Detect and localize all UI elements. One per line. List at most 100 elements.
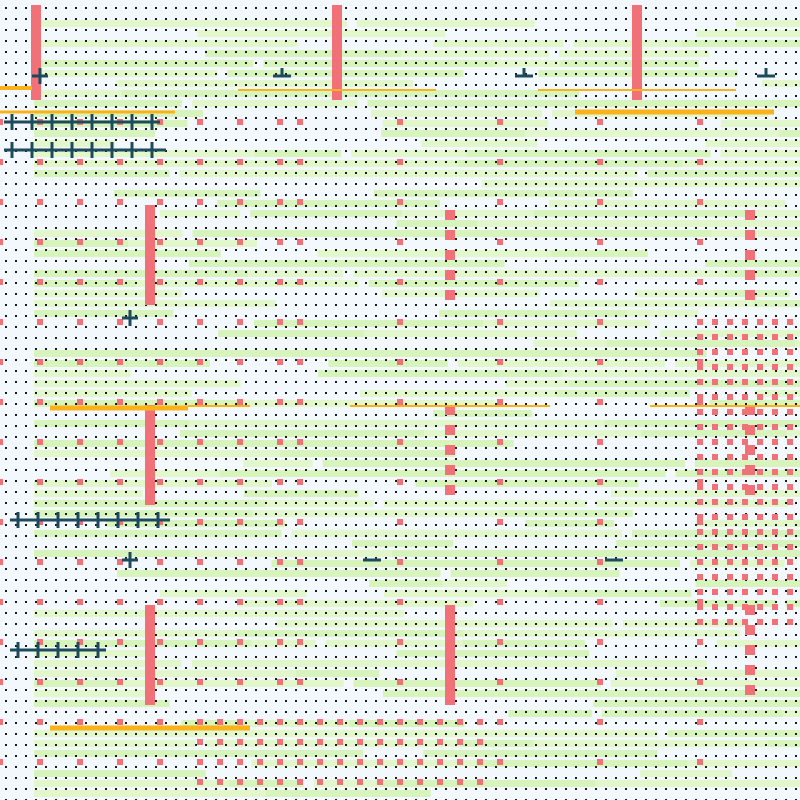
stripe	[329, 170, 568, 177]
dot	[535, 29, 537, 31]
dot	[535, 194, 537, 196]
dot	[175, 95, 177, 97]
dot	[455, 51, 457, 53]
dot	[95, 546, 97, 548]
dot	[655, 491, 657, 493]
dot	[365, 601, 367, 603]
stripe	[752, 300, 800, 307]
dot	[695, 139, 697, 141]
dot	[345, 260, 347, 262]
dot	[595, 370, 597, 372]
dot	[305, 238, 307, 240]
dot	[355, 491, 357, 493]
dot	[135, 128, 137, 130]
dot	[195, 546, 197, 548]
dot	[265, 84, 267, 86]
dot	[585, 458, 587, 460]
dot	[305, 480, 307, 482]
dot	[155, 359, 157, 361]
dot	[555, 51, 557, 53]
dot	[785, 535, 787, 537]
dot	[475, 337, 477, 339]
dot	[265, 524, 267, 526]
dot	[755, 403, 757, 405]
dot	[285, 216, 287, 218]
dot	[385, 238, 387, 240]
dot	[245, 282, 247, 284]
dot	[205, 337, 207, 339]
dot	[115, 293, 117, 295]
dot	[685, 590, 687, 592]
dot	[475, 7, 477, 9]
dot	[735, 227, 737, 229]
dot	[215, 62, 217, 64]
dot	[645, 480, 647, 482]
dot	[205, 425, 207, 427]
dot	[55, 502, 57, 504]
dot	[535, 502, 537, 504]
dot	[115, 381, 117, 383]
dot	[5, 95, 7, 97]
dot	[535, 216, 537, 218]
dot	[515, 216, 517, 218]
dot	[625, 150, 627, 152]
dot	[205, 447, 207, 449]
dot	[545, 524, 547, 526]
dot	[295, 73, 297, 75]
dot	[745, 535, 747, 537]
dot	[765, 601, 767, 603]
dot	[65, 612, 67, 614]
dot	[515, 29, 517, 31]
dot	[725, 183, 727, 185]
dot	[115, 337, 117, 339]
dot	[615, 161, 617, 163]
dot	[755, 260, 757, 262]
dot	[315, 271, 317, 273]
dot	[585, 227, 587, 229]
dot	[755, 51, 757, 53]
dot	[535, 590, 537, 592]
dot	[655, 95, 657, 97]
dot	[265, 216, 267, 218]
dot	[595, 238, 597, 240]
dot	[565, 645, 567, 647]
dot	[625, 469, 627, 471]
dot	[425, 403, 427, 405]
dot	[655, 18, 657, 20]
dot	[35, 139, 37, 141]
dot	[235, 7, 237, 9]
dot	[695, 194, 697, 196]
dot	[555, 227, 557, 229]
dot	[265, 579, 267, 581]
dot	[25, 546, 27, 548]
dot	[505, 51, 507, 53]
dot	[295, 29, 297, 31]
dot	[485, 436, 487, 438]
dot	[235, 535, 237, 537]
dot	[795, 502, 797, 504]
dot	[345, 425, 347, 427]
dot	[345, 414, 347, 416]
dot	[735, 84, 737, 86]
dot	[315, 557, 317, 559]
dot	[315, 7, 317, 9]
dot	[235, 359, 237, 361]
dot	[205, 546, 207, 548]
dot	[585, 546, 587, 548]
dot	[495, 502, 497, 504]
dot	[395, 238, 397, 240]
dot	[465, 216, 467, 218]
dot	[175, 304, 177, 306]
dot	[155, 73, 157, 75]
dot	[5, 128, 7, 130]
dot	[615, 535, 617, 537]
dot	[5, 480, 7, 482]
dot	[715, 315, 717, 317]
dot	[35, 172, 37, 174]
dot	[345, 634, 347, 636]
dot	[175, 645, 177, 647]
dot	[65, 183, 67, 185]
dot	[695, 546, 697, 548]
dot	[545, 326, 547, 328]
dot	[455, 205, 457, 207]
